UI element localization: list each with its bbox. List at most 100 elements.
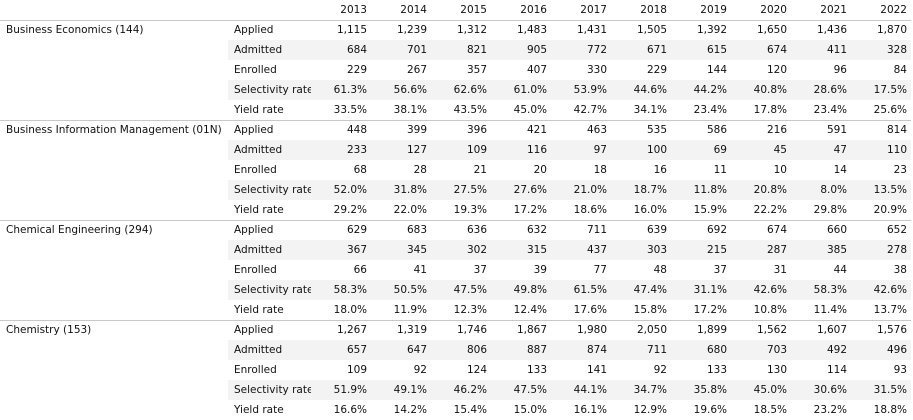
data-row: Enrolled 109 92 124 133 141 92 133 130 114 93 bbox=[0, 360, 911, 380]
metric-value: 647 bbox=[371, 340, 431, 360]
metric-value: 18.7% bbox=[611, 180, 671, 200]
metric-value: 29.2% bbox=[333, 203, 367, 216]
metric-value: 11.8% bbox=[671, 180, 731, 200]
metric-value: 15.4% bbox=[453, 404, 487, 416]
metric-value: 287 bbox=[731, 240, 791, 260]
year-header: 2021 bbox=[820, 3, 847, 16]
metric-value: 66 bbox=[353, 264, 367, 276]
data-row: Enrolled 68 28 21 20 18 16 11 10 14 23 bbox=[0, 160, 911, 180]
metric-value: 47.5% bbox=[491, 380, 551, 400]
metric-label: Enrolled bbox=[234, 264, 277, 276]
metric-value: 25.6% bbox=[873, 103, 907, 116]
metric-value: 47 bbox=[791, 140, 851, 160]
metric-value: 18.0% bbox=[333, 303, 367, 316]
metric-value: 1,576 bbox=[851, 319, 911, 340]
metric-value: 92 bbox=[413, 364, 427, 376]
metric-value: 61.3% bbox=[311, 80, 371, 100]
metric-value: 16 bbox=[653, 164, 667, 176]
metric-value: 133 bbox=[526, 364, 547, 376]
metric-value: 1,431 bbox=[551, 19, 611, 40]
metric-value: 34.7% bbox=[611, 380, 671, 400]
metric-value: 45.0% bbox=[513, 103, 547, 116]
metric-value: 17.2% bbox=[513, 203, 547, 216]
metric-value: 19.3% bbox=[453, 203, 487, 216]
metric-value: 53.9% bbox=[551, 80, 611, 100]
program-name: Chemical Engineering (294) bbox=[0, 219, 228, 320]
metric-value: 127 bbox=[371, 140, 431, 160]
metric-value: 18.6% bbox=[573, 203, 607, 216]
data-row: Yield rate 16.6% 14.2% 15.4% 15.0% 16.1% 12.9%… bbox=[0, 400, 911, 420]
metric-value: 41 bbox=[413, 264, 427, 276]
metric-value: 144 bbox=[706, 64, 727, 76]
metric-value: 535 bbox=[611, 119, 671, 140]
metric-value: 14.2% bbox=[393, 404, 427, 416]
metric-value: 42.6% bbox=[851, 280, 911, 300]
metric-value: 905 bbox=[491, 40, 551, 60]
metric-value: 683 bbox=[371, 219, 431, 240]
metric-value: 657 bbox=[311, 340, 371, 360]
metric-value: 58.3% bbox=[791, 280, 851, 300]
data-row: Yield rate 33.5% 38.1% 43.5% 45.0% 42.7% 34.1%… bbox=[0, 100, 911, 120]
metric-value: 61.0% bbox=[491, 80, 551, 100]
metric-label: Applied bbox=[228, 219, 311, 240]
metric-value: 11 bbox=[713, 164, 727, 176]
metric-value: 652 bbox=[851, 219, 911, 240]
metric-value: 586 bbox=[671, 119, 731, 140]
metric-value: 1,746 bbox=[431, 319, 491, 340]
metric-value: 21.0% bbox=[551, 180, 611, 200]
metric-value: 315 bbox=[491, 240, 551, 260]
metric-value: 1,980 bbox=[551, 319, 611, 340]
metric-label: Selectivity rate bbox=[228, 80, 311, 100]
metric-value: 42.6% bbox=[731, 280, 791, 300]
metric-label: Enrolled bbox=[234, 64, 277, 76]
metric-value: 15.8% bbox=[633, 303, 667, 316]
metric-value: 23 bbox=[893, 164, 907, 176]
metric-value: 31.1% bbox=[671, 280, 731, 300]
metric-value: 874 bbox=[551, 340, 611, 360]
data-row: Yield rate 18.0% 11.9% 12.3% 12.4% 17.6% 15.8%… bbox=[0, 300, 911, 320]
metric-value: 13.5% bbox=[851, 180, 911, 200]
metric-value: 701 bbox=[371, 40, 431, 60]
metric-value: 629 bbox=[311, 219, 371, 240]
metric-value: 20.9% bbox=[873, 203, 907, 216]
metric-value: 28 bbox=[413, 164, 427, 176]
data-row: Admitted 657 647 806 887 874 711 680 703 492 496 bbox=[0, 340, 911, 360]
metric-value: 47.5% bbox=[431, 280, 491, 300]
metric-value: 615 bbox=[671, 40, 731, 60]
header-row: 2013 2014 2015 2016 2017 2018 2019 2020 2021 2022 bbox=[0, 0, 911, 20]
metric-label: Enrolled bbox=[234, 164, 277, 176]
metric-value: 44.2% bbox=[671, 80, 731, 100]
metric-value: 1,650 bbox=[731, 19, 791, 40]
metric-value: 16.6% bbox=[333, 404, 367, 416]
metric-value: 421 bbox=[491, 119, 551, 140]
metric-value: 56.6% bbox=[371, 80, 431, 100]
metric-value: 44 bbox=[833, 264, 847, 276]
metric-value: 345 bbox=[371, 240, 431, 260]
metric-value: 11.4% bbox=[813, 303, 847, 316]
metric-value: 711 bbox=[551, 219, 611, 240]
metric-value: 40.8% bbox=[731, 80, 791, 100]
metric-value: 38.1% bbox=[393, 103, 427, 116]
metric-value: 821 bbox=[431, 40, 491, 60]
metric-value: 31.5% bbox=[851, 380, 911, 400]
metric-value: 11.9% bbox=[393, 303, 427, 316]
year-header: 2018 bbox=[640, 3, 667, 16]
data-row: Selectivity rate 58.3% 50.5% 47.5% 49.8% 61.5… bbox=[0, 280, 911, 300]
metric-value: 1,392 bbox=[671, 19, 731, 40]
metric-value: 1,267 bbox=[311, 319, 371, 340]
metric-value: 636 bbox=[431, 219, 491, 240]
data-row: Selectivity rate 52.0% 31.8% 27.5% 27.6% 21.0… bbox=[0, 180, 911, 200]
metric-label: Admitted bbox=[228, 140, 311, 160]
metric-value: 30.6% bbox=[791, 380, 851, 400]
metric-value: 42.7% bbox=[573, 103, 607, 116]
metric-value: 17.5% bbox=[851, 80, 911, 100]
metric-value: 692 bbox=[671, 219, 731, 240]
year-header: 2019 bbox=[700, 3, 727, 16]
year-header: 2022 bbox=[880, 3, 907, 16]
metric-value: 33.5% bbox=[333, 103, 367, 116]
metric-value: 45 bbox=[731, 140, 791, 160]
metric-value: 97 bbox=[551, 140, 611, 160]
metric-label: Applied bbox=[228, 19, 311, 40]
metric-value: 1,239 bbox=[371, 19, 431, 40]
metric-value: 109 bbox=[431, 140, 491, 160]
